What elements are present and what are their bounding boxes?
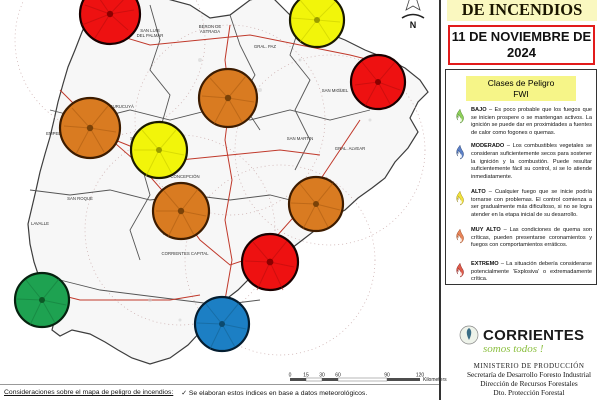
svg-text:SAN ROQUE: SAN ROQUE	[67, 196, 93, 201]
svg-text:SAN MARTIN: SAN MARTIN	[287, 136, 313, 141]
svg-text:CONCEPCIÓN: CONCEPCIÓN	[170, 174, 199, 179]
svg-text:0: 0	[289, 373, 292, 379]
svg-text:ASTRADA: ASTRADA	[200, 29, 220, 34]
svg-text:30: 30	[319, 373, 325, 379]
svg-text:LAVALLE: LAVALLE	[31, 221, 49, 226]
svg-text:SAN MIGUEL: SAN MIGUEL	[322, 88, 349, 93]
svg-text:15: 15	[303, 373, 309, 379]
svg-text:CORRIENTES CAPITAL: CORRIENTES CAPITAL	[162, 251, 210, 256]
svg-text:GRAL. ALVEAR: GRAL. ALVEAR	[335, 146, 366, 151]
svg-text:DEL PALMAR: DEL PALMAR	[137, 33, 164, 38]
svg-text:60: 60	[335, 373, 341, 379]
svg-text:90: 90	[384, 373, 390, 379]
svg-text:N: N	[410, 20, 417, 30]
svg-text:GRAL. PAZ: GRAL. PAZ	[254, 44, 277, 49]
